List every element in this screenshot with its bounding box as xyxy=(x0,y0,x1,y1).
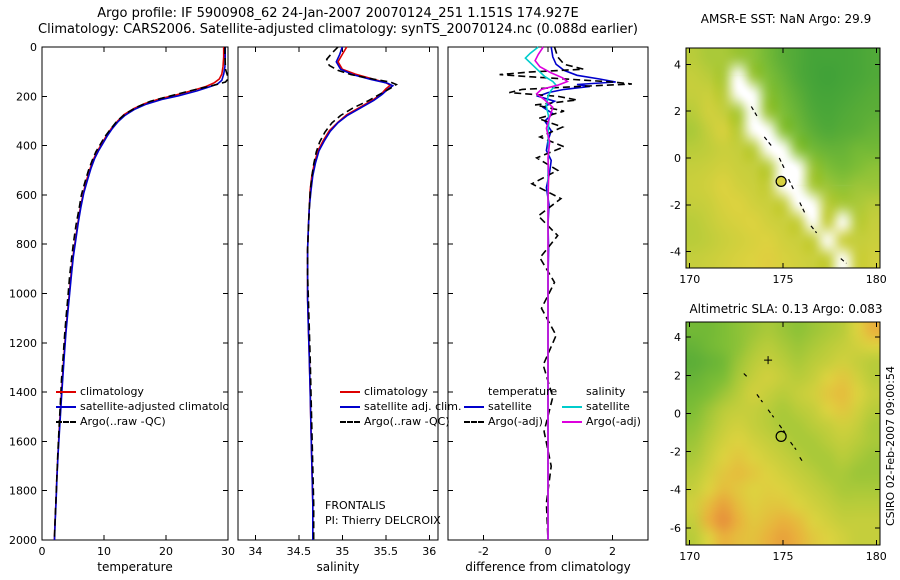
sst-map-title: AMSR-E SST: NaN Argo: 29.9 xyxy=(700,12,872,26)
legend-item: Argo(..raw -QC) xyxy=(340,414,510,429)
legend-item: satellite-adjusted climatology xyxy=(56,399,228,414)
legend-item: satellite adj. clim. xyxy=(340,399,510,414)
csiro-timestamp-credit: CSIRO 02-Feb-2007 09:00:54 xyxy=(884,366,897,527)
argo-line-swatch xyxy=(340,420,360,423)
legend-label: Argo(-adj) xyxy=(586,415,641,428)
legend-item: climatology xyxy=(340,384,510,399)
temperature-legend: climatology satellite-adjusted climatolo… xyxy=(56,384,228,429)
svg-text:4: 4 xyxy=(674,331,681,344)
svg-text:34.5: 34.5 xyxy=(287,545,312,558)
difference-axis-label: difference from climatology xyxy=(465,560,631,574)
argo-line-swatch xyxy=(56,420,76,423)
temperature-axis-label: temperature xyxy=(97,560,173,574)
svg-text:-4: -4 xyxy=(670,246,681,259)
temp-argo-line-swatch xyxy=(464,420,484,423)
legend-item: satellite xyxy=(464,399,560,414)
climatology-line-swatch xyxy=(340,390,360,393)
legend-label: Argo(-adj) xyxy=(488,415,543,428)
svg-text:400: 400 xyxy=(16,140,37,153)
sla-map-title: Altimetric SLA: 0.13 Argo: 0.083 xyxy=(689,302,883,316)
svg-text:35.5: 35.5 xyxy=(374,545,399,558)
temp-satellite-line-swatch xyxy=(464,405,484,408)
svg-text:1000: 1000 xyxy=(9,288,37,301)
project-name-text: FRONTALIS xyxy=(325,499,386,512)
difference-legend-temperature-column: temperature satellite Argo(-adj) xyxy=(464,384,560,429)
legend-item: satellite xyxy=(562,399,648,414)
svg-text:800: 800 xyxy=(16,238,37,251)
legend-label: climatology xyxy=(80,385,144,398)
svg-text:2: 2 xyxy=(674,369,681,382)
satellite-climatology-line-swatch xyxy=(340,405,360,408)
difference-legend-salinity-column: salinity satellite Argo(-adj) xyxy=(562,384,648,429)
svg-text:175: 175 xyxy=(773,550,794,563)
svg-text:0: 0 xyxy=(545,545,552,558)
svg-text:1800: 1800 xyxy=(9,485,37,498)
legend-header-temperature: temperature xyxy=(488,385,558,398)
svg-text:200: 200 xyxy=(16,90,37,103)
svg-text:4: 4 xyxy=(674,58,681,71)
legend-item: Argo(..raw -QC) xyxy=(56,414,228,429)
svg-text:-6: -6 xyxy=(670,522,681,535)
climatology-line-swatch xyxy=(56,390,76,393)
svg-text:20: 20 xyxy=(159,545,173,558)
svg-text:0: 0 xyxy=(674,152,681,165)
svg-text:10: 10 xyxy=(97,545,111,558)
svg-text:35: 35 xyxy=(335,545,349,558)
svg-text:2: 2 xyxy=(609,545,616,558)
svg-text:175: 175 xyxy=(773,273,794,286)
legend-header-salinity: salinity xyxy=(586,385,626,398)
satellite-climatology-line-swatch xyxy=(56,405,76,408)
svg-text:0: 0 xyxy=(30,41,37,54)
svg-text:-2: -2 xyxy=(670,446,681,459)
sla-map-heatmap xyxy=(686,322,880,545)
svg-text:-2: -2 xyxy=(670,199,681,212)
salinity-legend: climatology satellite adj. clim. Argo(..… xyxy=(340,384,510,429)
legend-label: Argo(..raw -QC) xyxy=(364,415,450,428)
sst-map-heatmap xyxy=(686,48,880,268)
svg-text:180: 180 xyxy=(866,550,887,563)
svg-text:1200: 1200 xyxy=(9,337,37,350)
legend-item: climatology xyxy=(56,384,228,399)
svg-text:2000: 2000 xyxy=(9,534,37,547)
svg-text:180: 180 xyxy=(866,273,887,286)
svg-text:1600: 1600 xyxy=(9,435,37,448)
svg-text:34: 34 xyxy=(248,545,262,558)
sal-satellite-line-swatch xyxy=(562,405,582,408)
figure-title-line2: Climatology: CARS2006. Satellite-adjuste… xyxy=(38,22,638,37)
legend-item: Argo(-adj) xyxy=(562,414,648,429)
svg-text:-2: -2 xyxy=(478,545,489,558)
svg-text:170: 170 xyxy=(679,550,700,563)
svg-text:-4: -4 xyxy=(670,484,681,497)
svg-text:600: 600 xyxy=(16,189,37,202)
figure-title-line1: Argo profile: IF 5900908_62 24-Jan-2007 … xyxy=(97,6,579,21)
legend-label: satellite xyxy=(488,400,532,413)
legend-label: Argo(..raw -QC) xyxy=(80,415,166,428)
svg-text:0: 0 xyxy=(39,545,46,558)
legend-item: Argo(-adj) xyxy=(464,414,560,429)
svg-text:1400: 1400 xyxy=(9,386,37,399)
salinity-axis-label: salinity xyxy=(316,560,360,574)
legend-label: satellite-adjusted climatology xyxy=(80,400,228,413)
svg-text:2: 2 xyxy=(674,105,681,118)
legend-label: satellite xyxy=(586,400,630,413)
svg-text:30: 30 xyxy=(221,545,235,558)
legend-label: satellite adj. clim. xyxy=(364,400,462,413)
legend-label: climatology xyxy=(364,385,428,398)
svg-text:36: 36 xyxy=(422,545,436,558)
principal-investigator-text: PI: Thierry DELCROIX xyxy=(325,514,441,527)
svg-text:170: 170 xyxy=(679,273,700,286)
svg-text:0: 0 xyxy=(674,407,681,420)
sal-argo-line-swatch xyxy=(562,420,582,423)
